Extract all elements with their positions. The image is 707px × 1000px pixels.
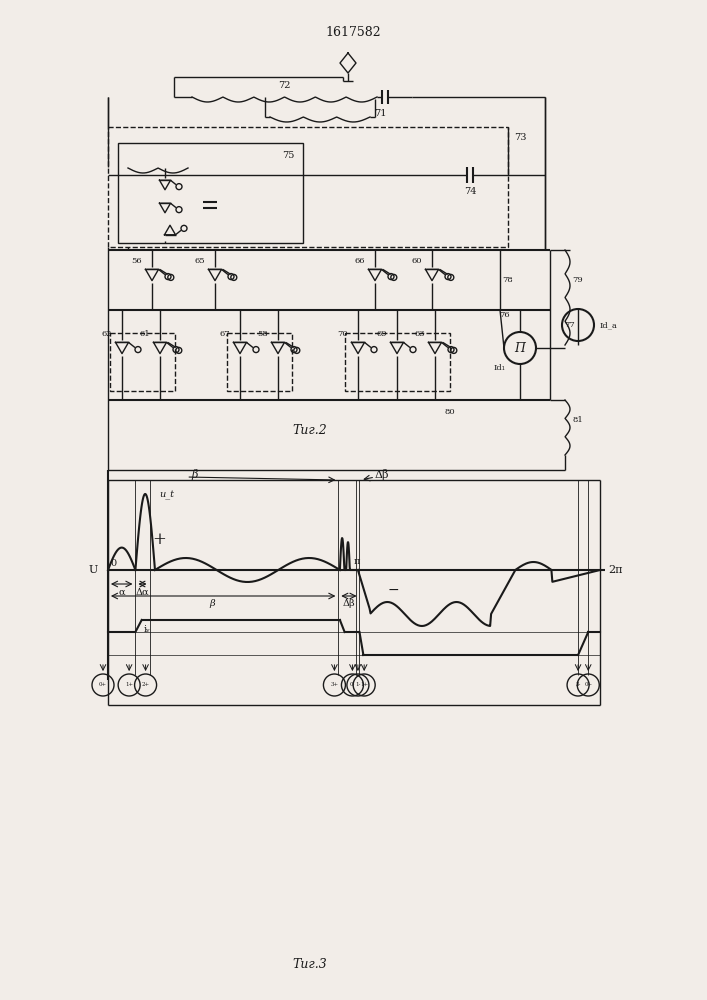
Bar: [118, 143, 303, 243]
Bar: [110, 333, 175, 391]
Text: 1+: 1+: [360, 682, 368, 688]
Text: 67: 67: [220, 330, 230, 338]
Text: u_t: u_t: [159, 490, 174, 500]
Text: 1+: 1+: [125, 682, 133, 688]
Text: Δβ: Δβ: [343, 599, 355, 608]
Text: Τиг.2: Τиг.2: [293, 424, 327, 436]
Text: Id_a: Id_a: [600, 321, 618, 329]
Text: 60: 60: [411, 257, 422, 265]
Text: 70: 70: [338, 330, 349, 338]
Text: 58: 58: [257, 330, 269, 338]
Text: 0-: 0-: [350, 682, 355, 688]
Text: −: −: [387, 583, 399, 597]
Text: U: U: [89, 565, 98, 575]
Text: 71: 71: [374, 108, 386, 117]
Text: 76: 76: [500, 311, 510, 319]
Text: Δα: Δα: [136, 587, 149, 596]
Bar: [345, 333, 450, 391]
Text: 56: 56: [132, 257, 142, 265]
Text: 0+: 0+: [99, 682, 107, 688]
Text: 80: 80: [445, 408, 455, 416]
Text: α: α: [118, 587, 125, 596]
Bar: [108, 127, 508, 247]
Text: 3-: 3-: [575, 682, 580, 688]
Text: +: +: [152, 532, 166, 548]
Text: 75: 75: [282, 150, 294, 159]
Text: 73: 73: [514, 132, 526, 141]
Text: 66: 66: [355, 257, 366, 265]
Text: 77: 77: [565, 321, 575, 329]
Text: 78: 78: [503, 276, 513, 284]
Text: 81: 81: [573, 416, 583, 424]
Text: 1617582: 1617582: [325, 25, 381, 38]
Text: Δβ: Δβ: [374, 470, 389, 481]
Text: 74: 74: [464, 186, 477, 196]
Text: 2+: 2+: [141, 682, 150, 688]
Text: 2π: 2π: [608, 565, 622, 575]
Bar: [227, 333, 292, 391]
Text: 0: 0: [110, 560, 116, 568]
Text: Τиг.3: Τиг.3: [293, 958, 327, 972]
Text: 3+: 3+: [330, 682, 339, 688]
Text: 79: 79: [573, 276, 583, 284]
Text: 0+: 0+: [584, 682, 592, 688]
Text: π: π: [354, 558, 360, 566]
Text: β: β: [191, 470, 197, 481]
Text: 62: 62: [102, 330, 112, 338]
Text: 63: 63: [415, 330, 426, 338]
Text: 69: 69: [377, 330, 387, 338]
Text: 65: 65: [194, 257, 205, 265]
Text: Id₁: Id₁: [494, 364, 506, 372]
Text: 1-: 1-: [355, 682, 361, 688]
Text: П: П: [515, 342, 525, 355]
Text: 72: 72: [279, 81, 291, 90]
Text: β: β: [209, 599, 215, 608]
Text: 61: 61: [140, 330, 151, 338]
Text: iᵥ: iᵥ: [144, 626, 151, 635]
